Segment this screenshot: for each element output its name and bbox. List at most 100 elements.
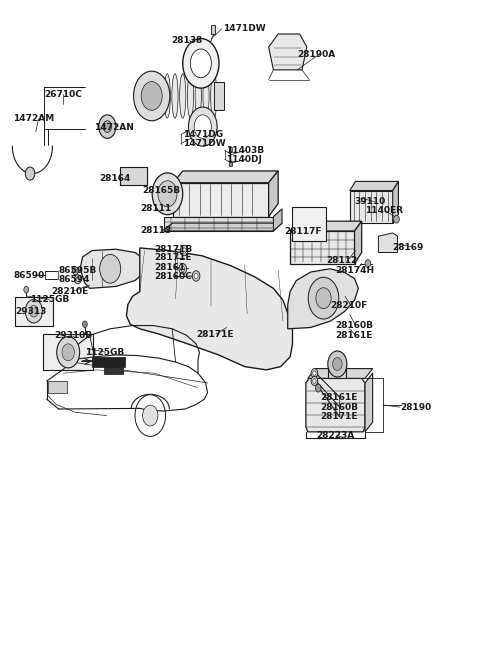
Text: 86590: 86590 [13,271,45,280]
Circle shape [313,379,316,383]
Polygon shape [378,233,397,252]
Circle shape [179,263,187,274]
Text: 39110: 39110 [355,197,386,206]
Polygon shape [306,379,365,432]
Polygon shape [274,209,282,231]
Circle shape [180,246,188,255]
Polygon shape [173,183,269,217]
Polygon shape [43,334,93,370]
Text: 28111: 28111 [140,204,171,213]
Circle shape [57,337,80,368]
Text: 1125GB: 1125GB [85,348,124,357]
Circle shape [311,369,318,378]
Text: 28161E: 28161E [320,393,358,402]
Bar [211,25,215,34]
Circle shape [311,377,318,386]
Ellipse shape [164,74,170,118]
Circle shape [135,395,166,436]
Circle shape [189,107,217,146]
Ellipse shape [187,74,193,118]
Text: 28138: 28138 [171,36,202,45]
Text: 28171B: 28171B [154,245,192,253]
Circle shape [133,71,170,121]
Text: 28161: 28161 [154,263,185,272]
Text: 26710C: 26710C [44,90,82,98]
Circle shape [365,259,371,267]
Circle shape [25,299,42,323]
Circle shape [74,269,77,272]
Circle shape [183,39,219,88]
Polygon shape [164,217,274,231]
Polygon shape [365,373,372,432]
Polygon shape [269,171,278,217]
Polygon shape [15,297,53,326]
Polygon shape [173,171,278,183]
Text: 1472AM: 1472AM [13,114,55,123]
Circle shape [143,405,158,426]
Text: 1471DW: 1471DW [223,24,266,33]
Text: 28160C: 28160C [154,272,192,281]
Circle shape [30,305,38,317]
Polygon shape [355,221,362,263]
Circle shape [333,358,342,371]
Circle shape [62,344,74,361]
Circle shape [83,321,87,328]
Text: 28171E: 28171E [196,329,234,339]
Text: 1140DJ: 1140DJ [226,155,262,164]
Polygon shape [126,248,292,370]
Ellipse shape [149,74,155,118]
Circle shape [191,49,211,78]
Text: 28171E: 28171E [154,253,192,262]
Text: 28169: 28169 [393,243,424,252]
Circle shape [74,274,81,284]
Text: 28174H: 28174H [336,266,374,274]
Text: 28112: 28112 [326,257,357,265]
Circle shape [25,167,35,180]
Text: 28117F: 28117F [284,227,322,236]
Polygon shape [350,181,398,191]
Circle shape [394,215,399,223]
Text: 28113: 28113 [140,227,171,235]
Polygon shape [290,221,362,231]
Text: 86595B: 86595B [59,266,97,275]
Text: 1471DG: 1471DG [183,130,223,139]
Circle shape [194,115,211,138]
Circle shape [315,384,321,392]
Text: 1125GB: 1125GB [30,295,69,304]
Polygon shape [80,250,142,288]
Bar [48,381,67,393]
Circle shape [308,277,339,319]
Text: 28160B: 28160B [320,403,358,411]
Text: 28164: 28164 [99,174,131,183]
Text: 28210E: 28210E [51,287,89,296]
Text: 29313: 29313 [16,307,47,316]
Circle shape [181,266,185,271]
Text: 29310B: 29310B [54,331,92,341]
Text: 28223A: 28223A [316,430,355,440]
Text: 86594: 86594 [59,274,90,284]
Text: 28190A: 28190A [297,50,336,60]
Bar [214,82,224,110]
Text: 28171E: 28171E [320,413,358,421]
Circle shape [100,254,120,283]
Text: 28161E: 28161E [336,331,373,340]
Polygon shape [393,181,398,223]
Circle shape [182,248,186,253]
Ellipse shape [180,74,186,118]
Polygon shape [269,34,307,70]
Circle shape [99,115,116,138]
Ellipse shape [195,74,201,118]
Circle shape [158,181,177,207]
Bar [292,207,326,241]
Bar [92,357,125,367]
Text: 28210F: 28210F [331,301,368,310]
Text: 11403B: 11403B [226,145,264,155]
Text: 28160B: 28160B [336,321,373,330]
Circle shape [141,82,162,110]
Text: 1472AN: 1472AN [95,123,134,132]
Bar [120,167,147,185]
Bar [104,367,123,375]
Text: 28165B: 28165B [142,186,180,195]
Circle shape [313,371,316,375]
Bar [228,147,232,151]
